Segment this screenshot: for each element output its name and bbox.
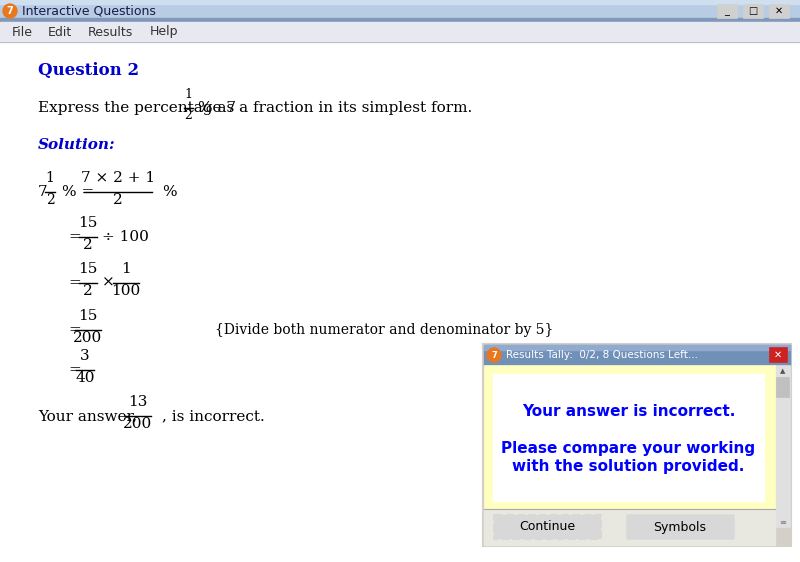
Text: 7: 7: [6, 7, 14, 16]
Text: 15: 15: [78, 216, 98, 230]
Text: 200: 200: [74, 331, 102, 345]
Bar: [493, 374, 764, 501]
Text: 1: 1: [185, 88, 193, 101]
Text: 100: 100: [111, 284, 141, 298]
Text: Symbols: Symbols: [654, 520, 706, 533]
Text: 2: 2: [46, 193, 54, 207]
FancyBboxPatch shape: [627, 515, 734, 539]
Bar: [483, 344, 791, 546]
Text: ×: ×: [102, 276, 114, 290]
Text: 2: 2: [113, 193, 123, 207]
Bar: [484, 345, 790, 365]
Text: , is incorrect.: , is incorrect.: [162, 409, 265, 423]
Text: {Divide both numerator and denominator by 5}: {Divide both numerator and denominator b…: [215, 323, 554, 337]
Text: % =: % =: [62, 185, 94, 199]
Bar: [484, 345, 790, 350]
Text: ≡: ≡: [779, 518, 786, 527]
Text: =: =: [68, 230, 81, 244]
Text: _: _: [725, 6, 730, 16]
Text: 200: 200: [123, 417, 153, 431]
Bar: [0, 18, 800, 22]
Text: Help: Help: [150, 25, 178, 39]
Text: Your answer,: Your answer,: [38, 409, 137, 423]
Text: ▲: ▲: [780, 368, 785, 374]
Text: Results Tally:  0/2, 8 Questions Left...: Results Tally: 0/2, 8 Questions Left...: [506, 350, 698, 360]
Text: Results: Results: [88, 25, 134, 39]
Text: =: =: [68, 323, 81, 337]
Text: Your answer is incorrect.: Your answer is incorrect.: [522, 405, 735, 419]
Text: 40: 40: [75, 371, 94, 385]
Text: 15: 15: [78, 309, 98, 323]
Text: 15: 15: [78, 262, 98, 276]
Bar: [484, 365, 775, 525]
Text: File: File: [12, 25, 33, 39]
Text: Please compare your working: Please compare your working: [502, 442, 755, 456]
Text: %: %: [162, 185, 177, 199]
Text: 2: 2: [83, 238, 93, 252]
Text: ÷ 100: ÷ 100: [102, 230, 149, 244]
Text: ✕: ✕: [774, 350, 782, 360]
Text: % as a fraction in its simplest form.: % as a fraction in its simplest form.: [198, 101, 473, 115]
Text: Solution:: Solution:: [38, 138, 116, 152]
Text: ✕: ✕: [775, 6, 783, 16]
Text: Question 2: Question 2: [38, 61, 139, 79]
Bar: [484, 509, 775, 545]
Text: 2: 2: [185, 109, 193, 122]
Text: Edit: Edit: [48, 25, 72, 39]
Text: 1: 1: [46, 171, 54, 185]
Circle shape: [487, 348, 501, 362]
Text: 2: 2: [83, 284, 93, 298]
Text: =: =: [68, 276, 81, 290]
Bar: [0, 0, 800, 22]
Bar: [717, 4, 737, 18]
Text: =: =: [68, 363, 81, 377]
Bar: [0, 22, 800, 42]
FancyBboxPatch shape: [494, 515, 601, 539]
Text: Interactive Questions: Interactive Questions: [22, 4, 156, 17]
Circle shape: [3, 4, 17, 18]
Bar: [776, 377, 789, 397]
Text: 1: 1: [121, 262, 131, 276]
Text: 7 × 2 + 1: 7 × 2 + 1: [81, 171, 155, 185]
Text: 7: 7: [38, 185, 48, 199]
Bar: [0, 0, 800, 4]
Bar: [769, 4, 789, 18]
Text: 3: 3: [80, 349, 90, 363]
Text: Express the percentage 7: Express the percentage 7: [38, 101, 236, 115]
Text: 7: 7: [491, 351, 497, 360]
Bar: [483, 344, 791, 546]
Text: with the solution provided.: with the solution provided.: [512, 459, 745, 474]
Bar: [775, 365, 790, 527]
Text: 13: 13: [128, 395, 148, 409]
Bar: [743, 4, 763, 18]
Text: Continue: Continue: [519, 520, 575, 533]
Bar: [769, 347, 787, 362]
Text: □: □: [748, 6, 758, 16]
